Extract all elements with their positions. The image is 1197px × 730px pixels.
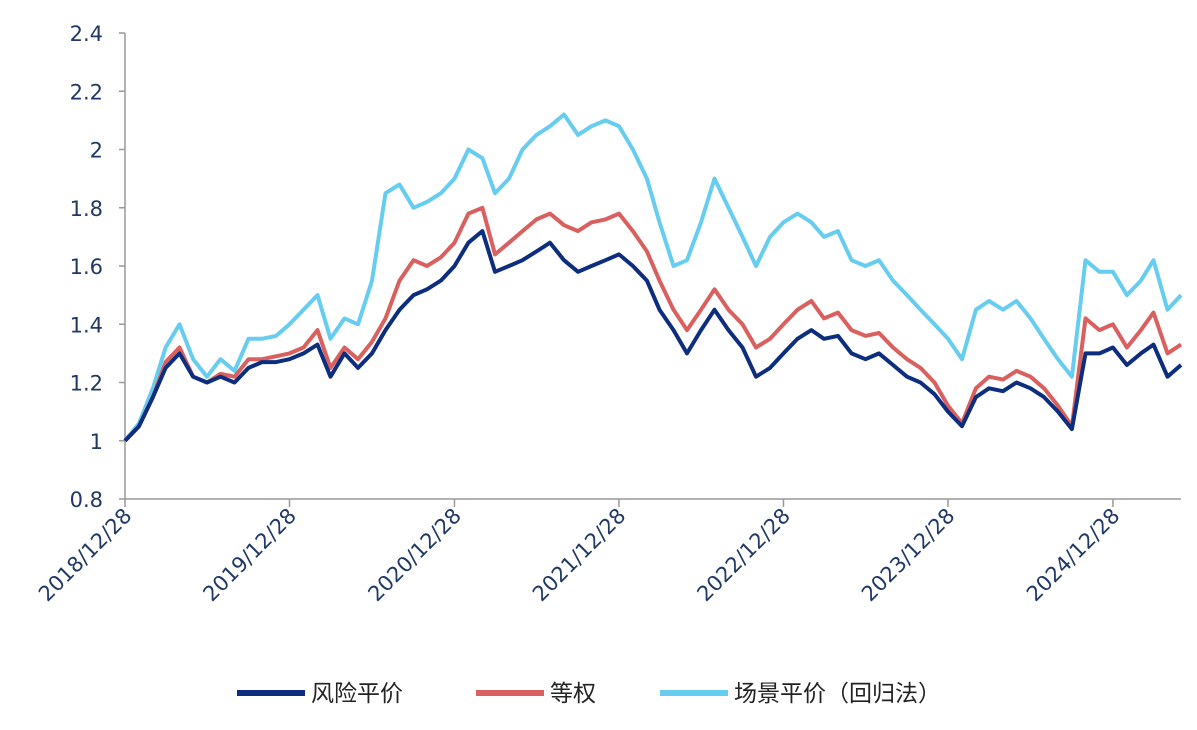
y-tick-label: 1.2 [70, 372, 103, 396]
x-tick-label: 2019/12/28 [198, 504, 301, 607]
y-tick-label: 2.4 [70, 22, 103, 46]
x-tick-label: 2022/12/28 [692, 504, 795, 607]
series-line [123, 205, 1183, 443]
x-tick-label: 2021/12/28 [528, 504, 631, 607]
legend-label: 等权 [550, 681, 596, 707]
legend-item: 场景平价（回归法） [660, 681, 941, 707]
y-tick-label: 0.8 [70, 488, 103, 512]
legend-label: 风险平价 [311, 681, 403, 707]
legend-item: 风险平价 [237, 681, 403, 707]
y-tick-label: 2 [90, 139, 103, 163]
series-line [123, 112, 1183, 443]
x-tick-label: 2024/12/28 [1022, 504, 1125, 607]
y-tick-label: 1 [90, 430, 103, 454]
series-line [123, 229, 1183, 443]
legend-item: 等权 [476, 681, 596, 707]
y-tick-label: 1.4 [70, 313, 103, 337]
x-tick-label: 2018/12/28 [34, 504, 137, 607]
y-tick-label: 2.2 [70, 80, 103, 104]
y-tick-label: 1.8 [70, 197, 103, 221]
x-tick-label: 2020/12/28 [363, 504, 466, 607]
y-tick-label: 1.6 [70, 255, 103, 279]
legend-label: 场景平价（回归法） [734, 681, 941, 707]
x-tick-label: 2023/12/28 [857, 504, 960, 607]
